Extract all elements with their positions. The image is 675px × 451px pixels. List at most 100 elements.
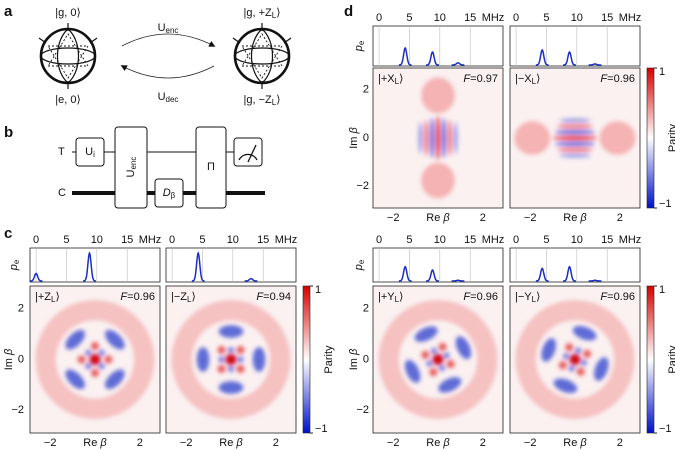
- wigner-feature: [563, 353, 570, 360]
- wigner-feature: [583, 349, 592, 358]
- subscript: L: [187, 295, 192, 304]
- x-tick-label: 10: [434, 12, 446, 24]
- bloch-sphere: [37, 21, 99, 91]
- text-part: ⟩: [276, 94, 280, 106]
- encode-arrow: [121, 33, 216, 47]
- x-tick-label: 0: [33, 234, 39, 246]
- x-tick-label: 15: [601, 234, 613, 246]
- text-part: U: [158, 91, 166, 103]
- text-part: p: [8, 264, 20, 271]
- text-part: |+Y: [378, 291, 395, 303]
- text-part: =0.96: [607, 291, 635, 303]
- gate-box: [114, 126, 148, 209]
- text-part: ⟩: [536, 291, 540, 303]
- y-tick-label: −2: [11, 404, 24, 416]
- x-axis-label: Re β: [563, 437, 587, 449]
- x-axis-label: Re β: [219, 437, 243, 449]
- x-tick-label: −2: [180, 437, 193, 449]
- text-part: β: [579, 437, 587, 449]
- x-tick-label: 0: [376, 12, 382, 24]
- wigner-feature: [559, 118, 591, 123]
- wigner-feature: [515, 300, 635, 419]
- spectrum-peak: [191, 251, 205, 282]
- text-part: =0.97: [470, 73, 498, 85]
- wigner-feature: [557, 147, 593, 152]
- wigner-blur: [418, 77, 458, 199]
- fidelity-label: F=0.94: [256, 291, 291, 303]
- colorbar-tick-label: −1: [315, 423, 328, 435]
- wigner-feature: [236, 345, 245, 355]
- state-label: |g, +ZL⟩: [244, 7, 281, 20]
- spectrum-peak: [426, 50, 439, 66]
- wigner-map: [171, 300, 291, 419]
- x-tick-label: 0: [513, 12, 519, 24]
- spectrum-peak: [244, 277, 258, 282]
- wigner-feature: [421, 350, 430, 359]
- text-part: β: [99, 437, 107, 449]
- gate-label: Π: [207, 161, 215, 173]
- x-tick-label: 0: [513, 234, 519, 246]
- state-label: |+YL⟩: [378, 291, 403, 304]
- wigner-map: [418, 77, 458, 199]
- x-tick-label: −2: [44, 437, 57, 449]
- x-tick-label: 2: [617, 212, 623, 224]
- wigner-pattern: [35, 300, 155, 419]
- text-part: U: [158, 22, 166, 34]
- wigner-feature: [378, 300, 498, 419]
- text-part: p: [353, 45, 365, 52]
- bloch-sphere: [231, 21, 293, 91]
- wigner-feature: [104, 355, 113, 364]
- wigner-pattern: [378, 300, 498, 419]
- wigner-feature: [217, 345, 226, 355]
- wigner-feature: [453, 122, 458, 154]
- wigner-feature: [404, 359, 421, 383]
- panel-label: b: [4, 124, 13, 141]
- y-tick-label: −2: [356, 180, 369, 192]
- state-label: |+ZL⟩: [35, 291, 60, 304]
- x-axis-label: Re β: [83, 437, 107, 449]
- wigner-pattern: [514, 118, 636, 158]
- text-part: ⟩: [399, 291, 403, 303]
- meter-icon: [238, 144, 258, 163]
- x-tick-label: 15: [601, 12, 613, 24]
- gate-label: Ui: [85, 146, 95, 159]
- wigner-frame: [372, 67, 504, 209]
- wigner-feature: [426, 360, 433, 367]
- x-tick-label: 10: [91, 234, 103, 246]
- subscript: L: [272, 98, 277, 107]
- wigner-blur: [171, 300, 291, 419]
- text-part: |−Z: [171, 291, 187, 303]
- spectrum-peak: [535, 48, 549, 66]
- gate-box: [154, 178, 184, 208]
- text-part: β: [235, 437, 243, 449]
- text-part: Re: [426, 437, 443, 449]
- wigner-blur: [35, 300, 155, 419]
- x-tick-label: 2: [480, 437, 486, 449]
- spectrum-frame: [29, 247, 161, 283]
- text-part: Im: [3, 355, 15, 370]
- wigner-feature: [554, 130, 596, 135]
- subscript: β: [171, 191, 176, 200]
- x-tick-label: 2: [480, 212, 486, 224]
- text-part: |+Z: [35, 291, 51, 303]
- x-axis-label: Re β: [563, 212, 587, 224]
- wigner-feature: [441, 117, 446, 159]
- fidelity-label: F=0.96: [600, 291, 635, 303]
- text-part: F: [600, 73, 608, 85]
- y-tick-label: 0: [363, 353, 369, 365]
- spectrum-peak: [563, 50, 576, 66]
- spectrum-peak: [451, 62, 465, 66]
- wigner-feature: [429, 368, 438, 377]
- fidelity-label: F=0.97: [463, 73, 498, 85]
- wigner-map: [514, 118, 636, 158]
- wigner-feature: [430, 117, 435, 159]
- wigner-feature: [432, 353, 444, 366]
- wigner-feature: [569, 353, 581, 366]
- wigner-frame: [372, 285, 504, 434]
- x-axis-label: Re β: [426, 437, 450, 449]
- wigner-feature: [447, 120, 452, 156]
- wigner-feature: [558, 361, 567, 370]
- text-part: =0.96: [127, 291, 155, 303]
- text-part: |−Y: [515, 291, 532, 303]
- text-part: ⟩: [399, 73, 403, 85]
